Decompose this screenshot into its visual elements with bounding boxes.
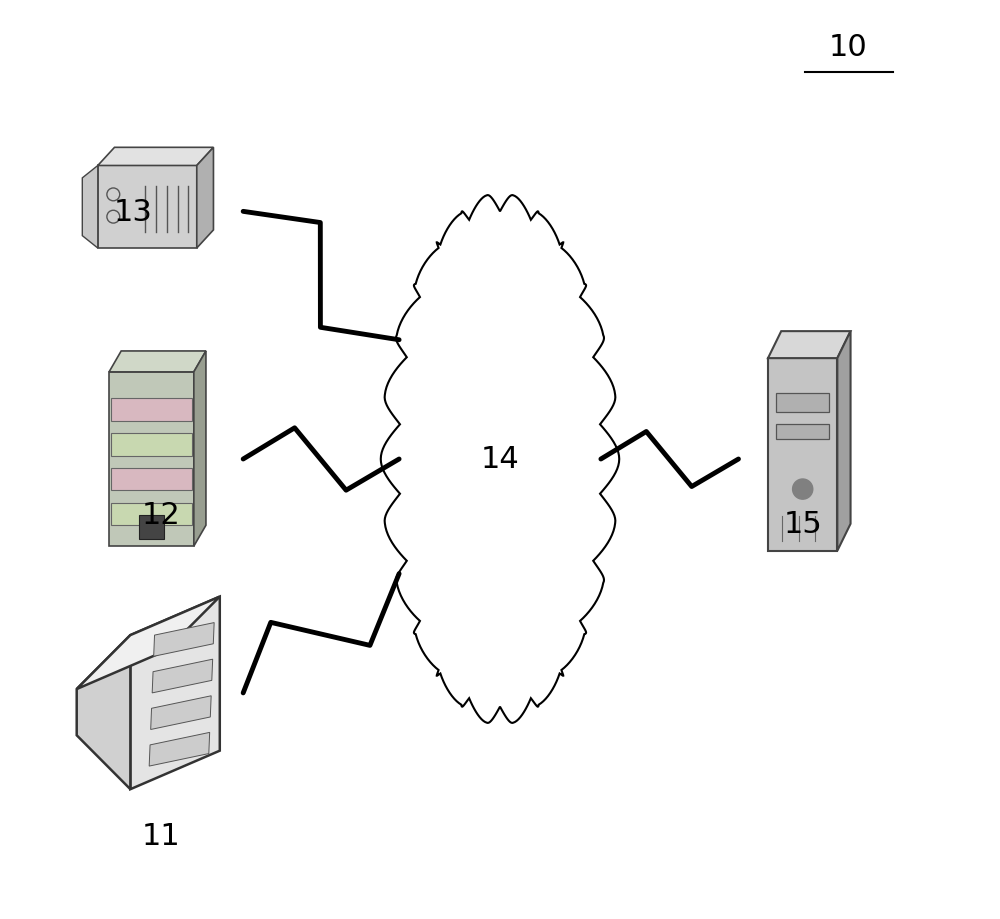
Polygon shape [82, 166, 98, 249]
Text: 14: 14 [481, 445, 519, 474]
Text: 15: 15 [783, 509, 822, 539]
Polygon shape [109, 352, 206, 372]
Polygon shape [151, 696, 211, 730]
Polygon shape [381, 196, 619, 723]
Text: 13: 13 [114, 198, 153, 227]
Polygon shape [149, 732, 210, 766]
Polygon shape [152, 660, 213, 693]
Circle shape [793, 480, 813, 500]
Text: 10: 10 [829, 33, 868, 62]
Polygon shape [109, 372, 194, 547]
Polygon shape [111, 468, 192, 491]
Polygon shape [111, 434, 192, 456]
Polygon shape [776, 425, 829, 439]
Polygon shape [98, 148, 213, 166]
Text: 12: 12 [141, 500, 180, 529]
Polygon shape [139, 516, 164, 539]
Polygon shape [154, 623, 214, 656]
Polygon shape [194, 352, 206, 547]
Polygon shape [768, 358, 837, 551]
Polygon shape [111, 399, 192, 421]
Polygon shape [77, 597, 220, 689]
Polygon shape [768, 332, 851, 358]
Polygon shape [837, 332, 851, 551]
Polygon shape [98, 166, 197, 249]
Text: 11: 11 [141, 821, 180, 850]
Polygon shape [130, 597, 220, 789]
Polygon shape [111, 503, 192, 526]
Polygon shape [197, 148, 213, 249]
Polygon shape [776, 393, 829, 413]
Polygon shape [77, 635, 130, 789]
